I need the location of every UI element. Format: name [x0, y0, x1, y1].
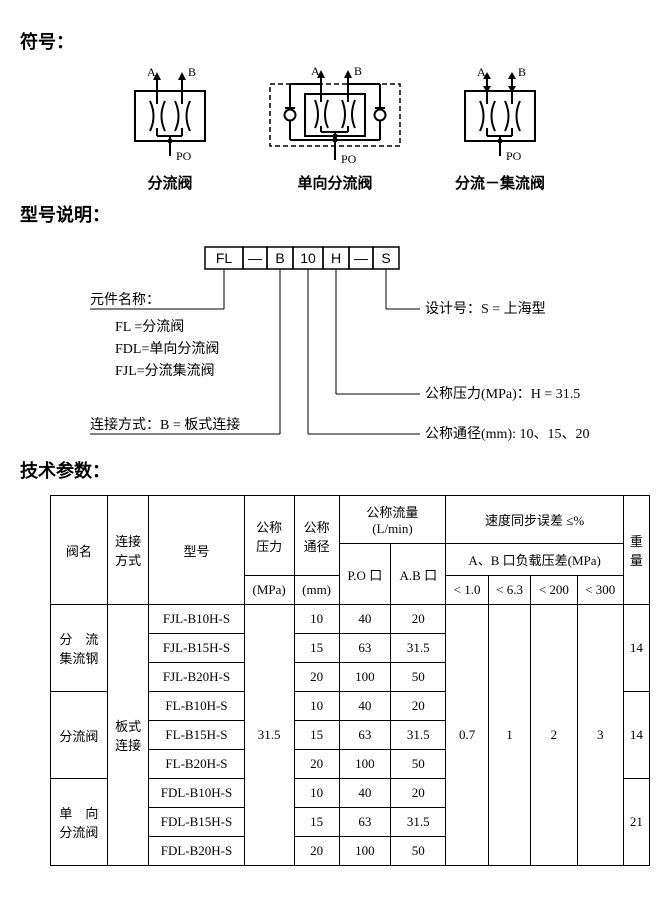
symbol-label-3: 分流－集流阀 — [455, 172, 545, 193]
hdr-pressure: 公称压力 — [244, 496, 294, 576]
port-po-label: PO — [176, 149, 192, 163]
symbols-heading: 符号： — [20, 28, 650, 54]
model-left-line0: FL =分流阀 — [115, 319, 184, 335]
hdr-pressure-unit: (MPa) — [244, 576, 294, 605]
hdr-speed: 速度同步误差 ≤% — [446, 496, 623, 544]
symbol-label-2: 单向分流阀 — [297, 172, 372, 193]
box-1: — — [248, 250, 262, 266]
table-row: 分 流集流钢 板式连接 FJL-B10H-S 31.5 10 40 20 0.7… — [51, 605, 650, 634]
symbol-label-1: 分流阀 — [147, 172, 192, 193]
hdr-name: 阀名 — [51, 496, 108, 605]
box-2: B — [275, 250, 284, 266]
symbol-divider-combiner: A B PO 分流－集流阀 — [440, 66, 560, 193]
box-4: H — [331, 250, 341, 266]
flow-divider-icon: A B PO — [110, 66, 230, 166]
port-a-label: A — [147, 66, 156, 79]
svg-text:B: B — [518, 66, 526, 79]
box-6: S — [381, 250, 390, 266]
hdr-s1: < 1.0 — [446, 576, 488, 605]
hdr-s2: < 6.3 — [488, 576, 530, 605]
hdr-diam-unit: (mm) — [294, 576, 339, 605]
model-right-design: 设计号：S = 上海型 — [425, 301, 546, 317]
svg-text:PO: PO — [506, 149, 522, 163]
hdr-s3: < 200 — [531, 576, 577, 605]
model-left-label: 元件名称： — [90, 292, 160, 308]
box-3: 10 — [300, 250, 316, 266]
params-heading: 技术参数： — [20, 457, 650, 483]
model-left-line1: FDL=单向分流阀 — [115, 341, 219, 357]
model-heading: 型号说明： — [20, 201, 650, 227]
hdr-model: 型号 — [149, 496, 244, 605]
port-b-label: B — [188, 66, 196, 79]
hdr-conn: 连接方式 — [107, 496, 148, 605]
svg-text:B: B — [354, 66, 362, 78]
svg-text:A: A — [477, 66, 486, 79]
box-0: FL — [216, 250, 233, 266]
hdr-s4: < 300 — [577, 576, 623, 605]
params-tbody: 分 流集流钢 板式连接 FJL-B10H-S 31.5 10 40 20 0.7… — [51, 605, 650, 866]
model-left-line2: FJL=分流集流阀 — [115, 362, 215, 379]
divider-combiner-icon: A B PO — [440, 66, 560, 166]
symbol-check-flow-divider: A B PO 单向分流阀 — [260, 66, 410, 193]
check-flow-divider-icon: A B PO — [260, 66, 410, 166]
model-right-diam: 公称通径(mm): 10、15、20 — [425, 426, 590, 442]
svg-text:PO: PO — [341, 152, 357, 166]
svg-text:A: A — [311, 66, 320, 78]
hdr-flow-po: P.O 口 — [339, 544, 391, 605]
box-5: — — [354, 250, 368, 266]
model-explain-diagram: FL — B 10 H — S 元件名称： FL =分流阀 FDL=单向分流阀 … — [20, 239, 640, 449]
hdr-flow-ab: A.B 口 — [391, 544, 446, 605]
hdr-speed-sub: A、B 口负载压差(MPa) — [446, 544, 623, 576]
model-right-pressure: 公称压力(MPa)：H = 31.5 — [425, 386, 580, 402]
hdr-weight: 重量 — [623, 496, 649, 605]
symbol-flow-divider: A B PO 分流阀 — [110, 66, 230, 193]
model-conn: 连接方式：B = 板式连接 — [90, 416, 240, 433]
hdr-diam: 公称通径 — [294, 496, 339, 576]
symbols-row: A B PO 分流阀 — [20, 66, 650, 193]
params-table: 阀名 连接方式 型号 公称压力 公称通径 公称流量(L/min) 速度同步误差 … — [50, 495, 650, 866]
hdr-flow: 公称流量(L/min) — [339, 496, 446, 544]
